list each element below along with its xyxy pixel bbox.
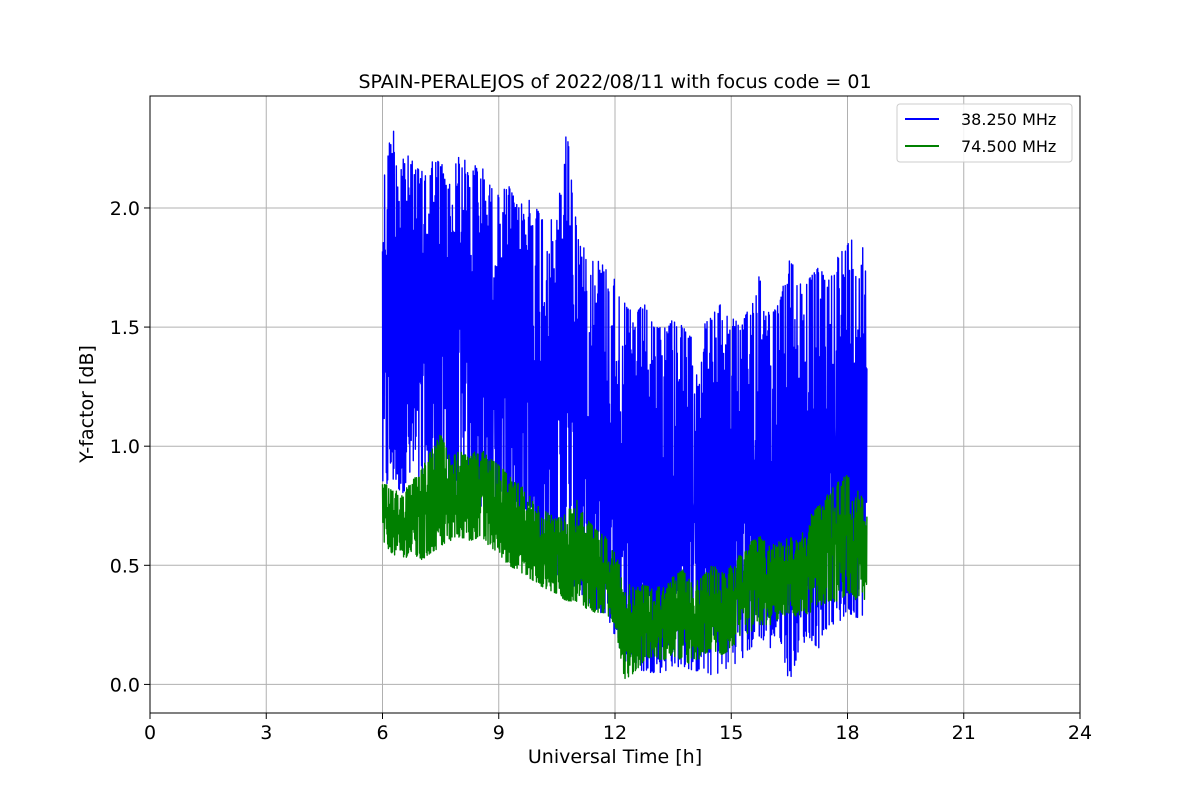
series-line-1 (381, 434, 868, 680)
x-tick-label: 15 (719, 722, 743, 744)
y-tick-label: 2.0 (110, 198, 140, 220)
chart-title: SPAIN-PERALEJOS of 2022/08/11 with focus… (358, 71, 871, 93)
legend-box (896, 103, 1073, 163)
x-axis-label: Universal Time [h] (528, 746, 702, 768)
y-tick-label: 1.5 (110, 317, 140, 339)
legend-entry-1: 74.500 MHz (961, 137, 1056, 156)
series-line-0 (381, 130, 868, 678)
x-tick-label: 9 (493, 722, 505, 744)
series-layer (381, 130, 868, 680)
y-tick-label: 1.0 (110, 436, 140, 458)
x-tick-label: 18 (835, 722, 859, 744)
x-tick-label: 24 (1068, 722, 1092, 744)
y-axis-label: Y-factor [dB] (76, 345, 98, 464)
x-tick-label: 6 (376, 722, 388, 744)
x-tick-label: 12 (603, 722, 627, 744)
legend: 38.250 MHz 74.500 MHz (896, 103, 1073, 163)
x-tick-label: 0 (144, 722, 156, 744)
x-tick-label: 3 (260, 722, 272, 744)
x-tick-label: 21 (952, 722, 976, 744)
legend-entry-0: 38.250 MHz (961, 110, 1056, 129)
y-tick-label: 0.5 (110, 555, 140, 577)
ticks: 0 3 6 9 12 15 18 21 24 0.0 0.5 1.0 1.5 2.0 (110, 198, 1092, 744)
y-tick-label: 0.0 (110, 674, 140, 696)
